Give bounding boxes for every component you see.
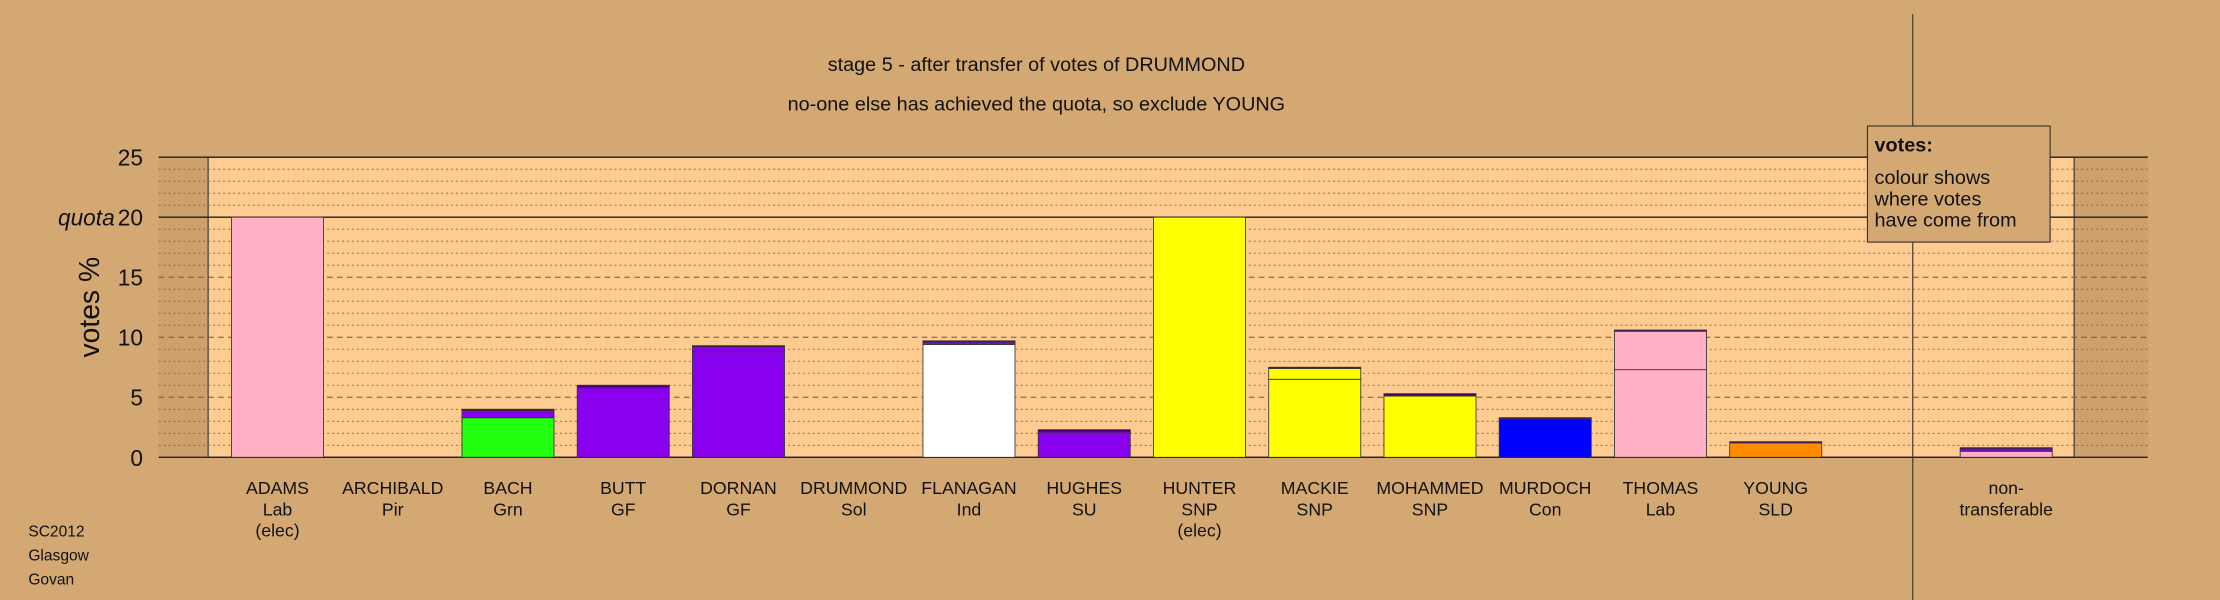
x-tick-label: DORNAN <box>700 478 777 498</box>
x-tick-label: non- <box>1989 478 2025 498</box>
bar-segment <box>1383 393 1477 397</box>
x-tick-label: HUNTER <box>1163 478 1237 498</box>
x-tick-label: HUGHES <box>1046 478 1122 498</box>
x-tick-label: GF <box>726 499 751 519</box>
y-tick-label: 20 <box>118 205 143 231</box>
x-tick-label: Pir <box>382 499 404 519</box>
bar-segment <box>461 410 555 419</box>
bar-segment <box>1614 329 1707 332</box>
bar-segment <box>461 417 555 458</box>
x-tick-label: GF <box>611 499 636 519</box>
x-tick-label: Con <box>1529 499 1561 519</box>
x-tick-label: transferable <box>1960 499 2054 519</box>
x-tick-label: SNP <box>1181 499 1217 519</box>
y-axis-label: votes % <box>73 257 105 358</box>
footer-text: Glasgow <box>28 548 89 565</box>
bar-segment <box>1729 441 1823 444</box>
bar-segment <box>1268 378 1362 458</box>
bar-segment <box>1614 369 1707 458</box>
bar-segment <box>1268 368 1362 380</box>
legend-box <box>1866 125 2051 243</box>
bar-segment <box>692 345 785 348</box>
x-tick-label: SNP <box>1412 499 1448 519</box>
bar-segment <box>1383 395 1477 458</box>
x-tick-label: Ind <box>957 499 982 519</box>
x-tick-label: THOMAS <box>1623 478 1699 498</box>
legend: votes: colour shows where votes have com… <box>1866 125 2051 243</box>
x-tick-label: Grn <box>493 499 523 519</box>
y-tick-label: 15 <box>118 265 143 291</box>
x-tick-label: Lab <box>263 499 293 519</box>
y-tick-label: 25 <box>118 145 143 171</box>
bar-segment <box>1037 429 1131 433</box>
y-tick-label: 5 <box>130 385 143 411</box>
x-tick-label: ARCHIBALD <box>342 478 443 498</box>
x-tick-label: (elec) <box>255 521 299 541</box>
x-tick-label: SNP <box>1297 499 1333 519</box>
x-tick-label: BACH <box>483 478 532 498</box>
bar-segment <box>576 387 670 458</box>
legend-text: have come from <box>1875 210 2017 232</box>
bar-segment <box>1498 417 1592 420</box>
bar-segment <box>1268 366 1362 369</box>
x-tick-label: YOUNG <box>1743 478 1808 498</box>
bar-segment <box>1614 330 1707 371</box>
x-tick-label: DRUMMOND <box>800 478 907 498</box>
x-tick-label: MACKIE <box>1281 478 1349 498</box>
bar-segment <box>692 346 785 353</box>
bar-segment <box>922 344 1016 458</box>
y-tick-label: 0 <box>130 445 143 471</box>
bar-segment <box>231 216 324 458</box>
legend-text: colour shows <box>1875 167 1991 189</box>
x-tick-label: SLD <box>1759 499 1793 519</box>
legend-text: where votes <box>1874 188 1982 210</box>
x-tick-label: Lab <box>1646 499 1676 519</box>
x-tick-label: MURDOCH <box>1499 478 1591 498</box>
bar-segment <box>1729 442 1823 458</box>
bar-segment <box>461 408 555 411</box>
x-tick-label: SU <box>1072 499 1097 519</box>
bar-segment <box>1959 447 2053 450</box>
chart-subtitle: no-one else has achieved the quota, so e… <box>788 93 1285 115</box>
plot-area <box>207 156 2075 458</box>
bar-segment <box>576 384 670 389</box>
x-tick-label: MOHAMMED <box>1376 478 1483 498</box>
footer-text: SC2012 <box>28 524 84 541</box>
legend-title: votes: <box>1875 134 1933 156</box>
bar-segment <box>1498 418 1592 458</box>
chart-title: stage 5 - after transfer of votes of DRU… <box>828 54 1245 76</box>
y-tick-label: 10 <box>118 325 143 351</box>
bar-segment <box>1037 431 1131 458</box>
x-tick-label: ADAMS <box>246 478 309 498</box>
x-tick-label: FLANAGAN <box>921 478 1016 498</box>
quota-label: quota <box>58 205 115 231</box>
bar-segment <box>922 340 1016 343</box>
x-tick-label: Sol <box>841 499 867 519</box>
bar-segment <box>692 351 785 458</box>
x-tick-label: (elec) <box>1177 521 1221 541</box>
bar-segment <box>1153 216 1246 458</box>
x-tick-label: BUTT <box>600 478 646 498</box>
bars <box>231 216 2053 458</box>
bar-segment <box>1959 450 2053 458</box>
footer-text: Govan <box>28 572 74 589</box>
